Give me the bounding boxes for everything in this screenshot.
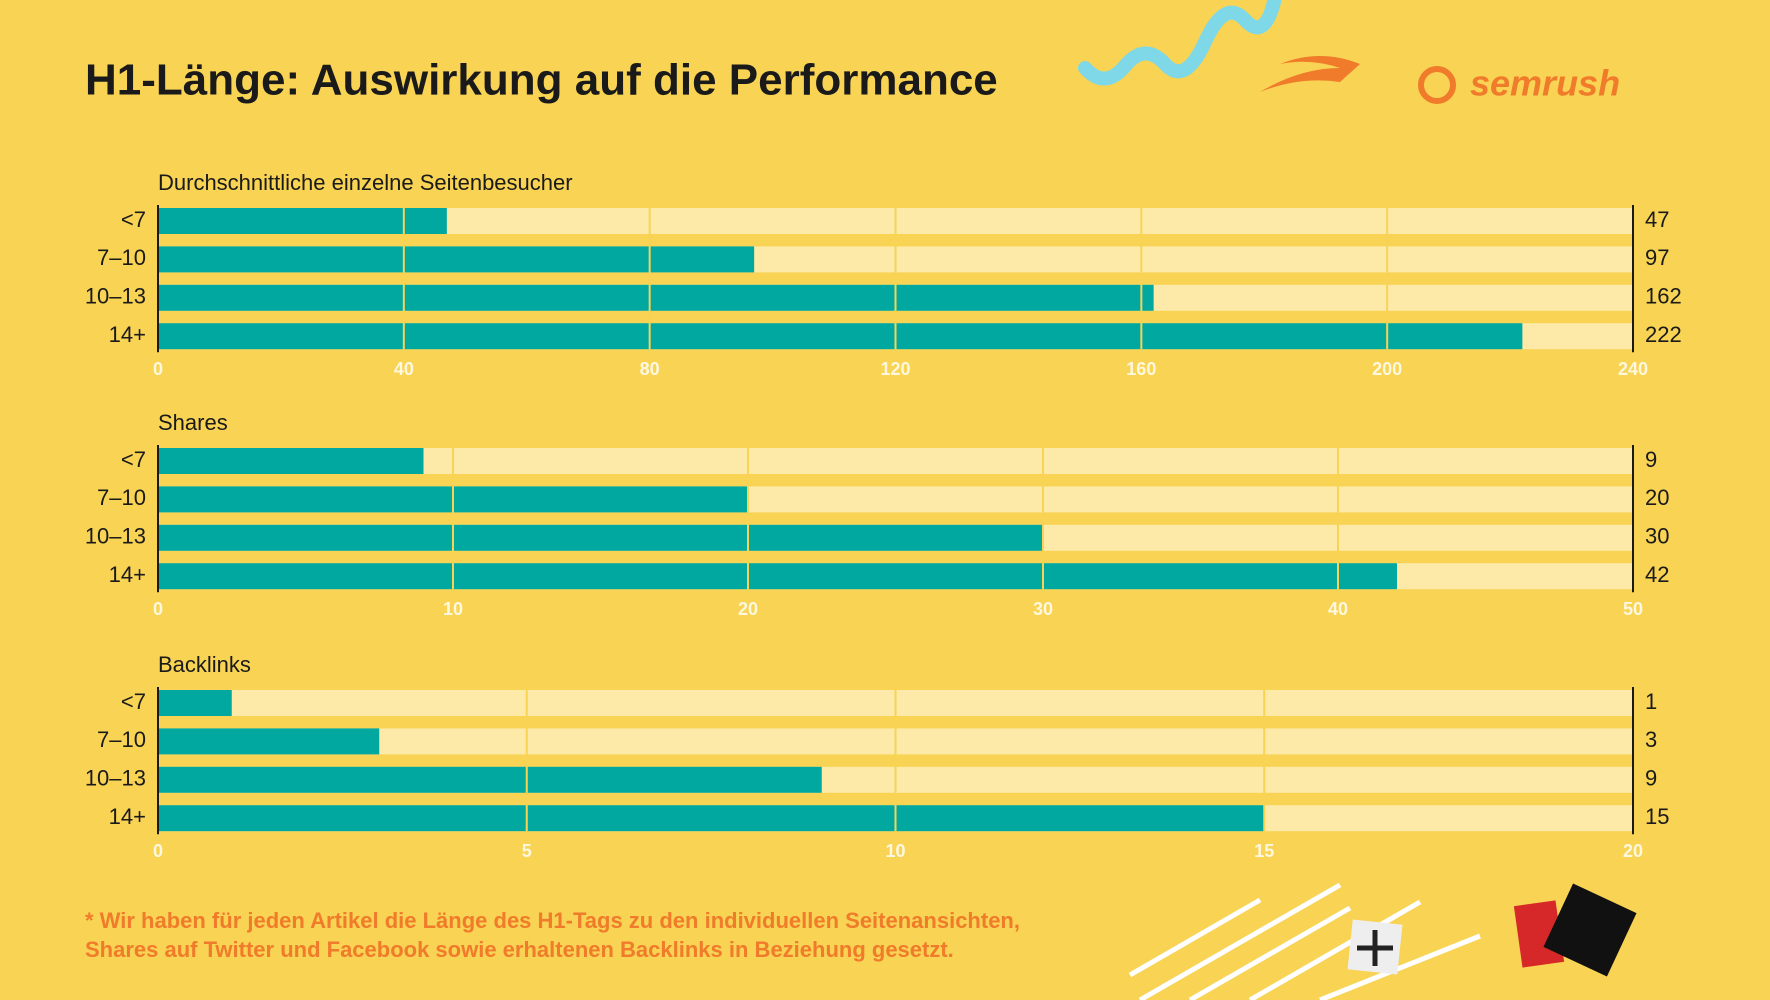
logo-flame xyxy=(1260,56,1360,92)
category-label: 14+ xyxy=(109,804,146,829)
category-label: <7 xyxy=(121,447,146,472)
panel-title: Backlinks xyxy=(158,652,251,677)
value-label: 9 xyxy=(1645,447,1657,472)
value-label: 47 xyxy=(1645,207,1669,232)
value-label: 42 xyxy=(1645,562,1669,587)
x-tick-label: 80 xyxy=(640,359,660,379)
category-label: 10–13 xyxy=(85,766,146,791)
bar xyxy=(158,766,822,793)
logo-text: semrush xyxy=(1470,63,1620,104)
value-label: 30 xyxy=(1645,524,1669,549)
panel-title: Shares xyxy=(158,410,228,435)
x-tick-label: 160 xyxy=(1126,359,1156,379)
panel-title: Durchschnittliche einzelne Seitenbesuche… xyxy=(158,170,573,195)
value-label: 222 xyxy=(1645,322,1682,347)
x-tick-label: 5 xyxy=(522,841,532,861)
badge-black xyxy=(1543,883,1637,977)
bar xyxy=(158,284,1154,311)
value-label: 3 xyxy=(1645,727,1657,752)
category-label: <7 xyxy=(121,207,146,232)
category-label: 14+ xyxy=(109,322,146,347)
x-tick-label: 40 xyxy=(394,359,414,379)
value-label: 162 xyxy=(1645,284,1682,309)
x-tick-label: 0 xyxy=(153,599,163,619)
x-tick-label: 200 xyxy=(1372,359,1402,379)
x-tick-label: 10 xyxy=(443,599,463,619)
x-tick-label: 20 xyxy=(1623,841,1643,861)
bar xyxy=(158,690,232,716)
x-tick-label: 120 xyxy=(880,359,910,379)
bar xyxy=(158,323,1523,350)
x-tick-label: 0 xyxy=(153,359,163,379)
footnote: * Wir haben für jeden Artikel die Länge … xyxy=(85,908,1020,933)
plus-sign xyxy=(1357,930,1393,966)
category-label: 7–10 xyxy=(97,485,146,510)
value-label: 20 xyxy=(1645,485,1669,510)
stripes-decoration xyxy=(1128,882,1481,1000)
footnote: Shares auf Twitter und Facebook sowie er… xyxy=(85,937,954,962)
x-tick-label: 50 xyxy=(1623,599,1643,619)
x-tick-label: 0 xyxy=(153,841,163,861)
value-label: 15 xyxy=(1645,804,1669,829)
chart-title: H1-Länge: Auswirkung auf die Performance xyxy=(85,56,998,105)
category-label: 7–10 xyxy=(97,727,146,752)
bar xyxy=(158,524,1043,551)
logo-ring xyxy=(1418,66,1456,104)
category-label: 10–13 xyxy=(85,524,146,549)
bar xyxy=(158,448,424,474)
squiggle-decoration xyxy=(1078,0,1282,86)
category-label: <7 xyxy=(121,689,146,714)
category-label: 14+ xyxy=(109,562,146,587)
value-label: 9 xyxy=(1645,766,1657,791)
category-label: 7–10 xyxy=(97,245,146,270)
bar xyxy=(158,563,1397,590)
x-tick-label: 30 xyxy=(1033,599,1053,619)
x-tick-label: 15 xyxy=(1254,841,1274,861)
bar xyxy=(158,728,380,755)
category-label: 10–13 xyxy=(85,284,146,309)
bar xyxy=(158,208,447,234)
x-tick-label: 10 xyxy=(885,841,905,861)
x-tick-label: 20 xyxy=(738,599,758,619)
value-label: 1 xyxy=(1645,689,1657,714)
bar xyxy=(158,246,755,273)
x-tick-label: 240 xyxy=(1618,359,1648,379)
badge-red xyxy=(1513,900,1565,968)
x-tick-label: 40 xyxy=(1328,599,1348,619)
value-label: 97 xyxy=(1645,245,1669,270)
bar xyxy=(158,805,1265,832)
